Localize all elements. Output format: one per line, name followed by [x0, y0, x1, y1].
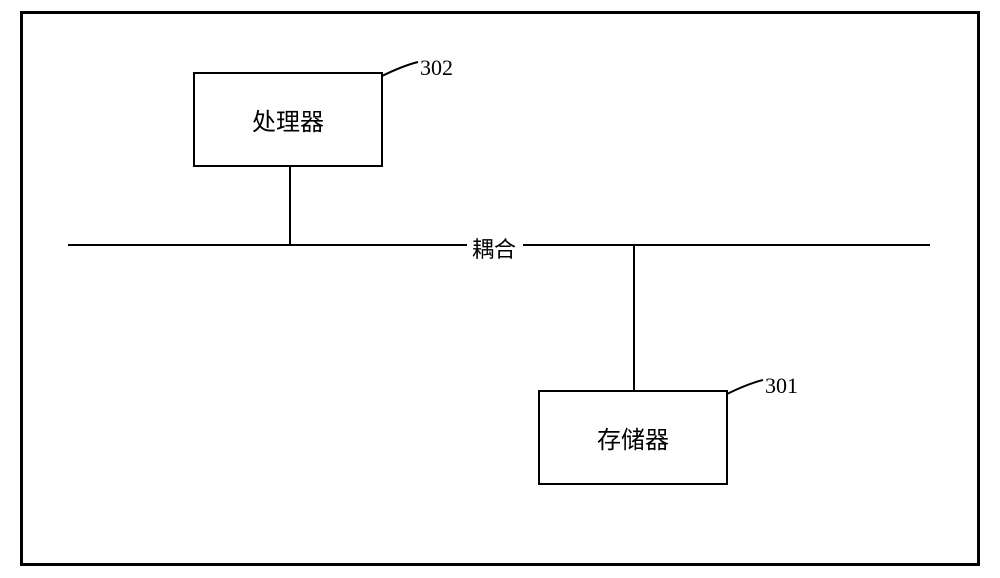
processor-block: 处理器 [193, 72, 383, 167]
memory-label: 存储器 [597, 420, 669, 455]
processor-label: 处理器 [252, 102, 324, 137]
ref-301: 301 [765, 373, 798, 399]
outer-frame [20, 11, 980, 566]
ref-302: 302 [420, 55, 453, 81]
memory-block: 存储器 [538, 390, 728, 485]
bus-label: 耦合 [470, 232, 518, 264]
